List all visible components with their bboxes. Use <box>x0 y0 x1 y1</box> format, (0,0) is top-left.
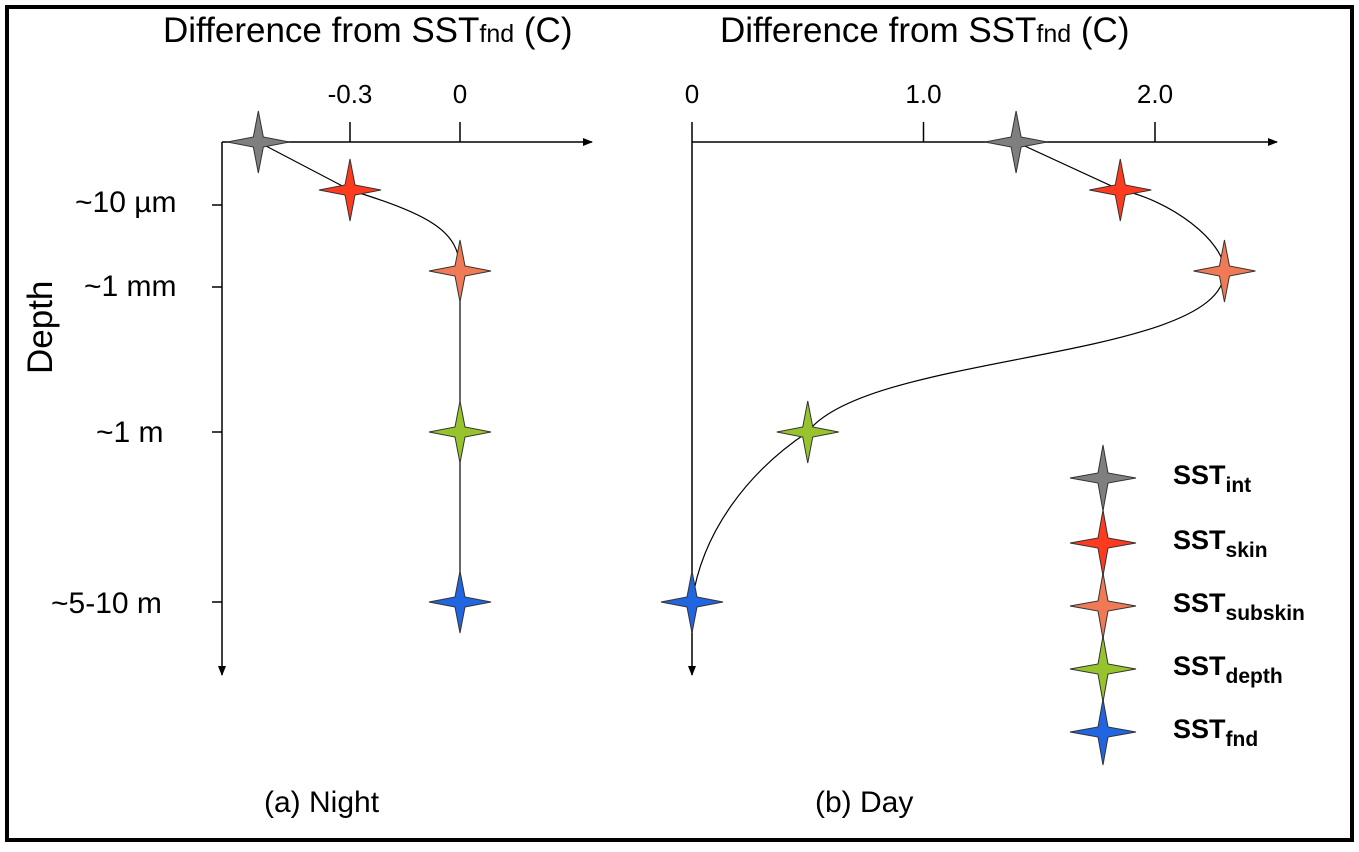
day-marker-subskin <box>1193 239 1256 303</box>
depth-label-5-10m: ~5-10 m <box>51 587 162 620</box>
night-tick-group: -0.3 0 <box>328 79 467 142</box>
night-profile-curve <box>258 141 461 602</box>
day-x-tick-label: 2.0 <box>1137 79 1173 109</box>
legend-star-depth-icon <box>1069 635 1137 703</box>
legend-label-skin: SSTskin <box>1173 525 1268 562</box>
night-marker-depth <box>428 400 492 464</box>
depth-label-1m: ~1 m <box>96 416 164 449</box>
day-caption: (b) Day <box>815 786 913 819</box>
night-x-tick-label: -0.3 <box>328 79 373 109</box>
depth-label-1mm: ~1 mm <box>84 270 177 303</box>
legend-star-skin-icon <box>1069 509 1137 577</box>
day-marker-fnd <box>660 570 724 634</box>
night-x-tick-label: 0 <box>453 79 467 109</box>
day-x-axis-title: Difference from SSTfnd (C) <box>720 11 1129 50</box>
night-marker-skin <box>318 158 382 222</box>
figure-border <box>5 5 1354 842</box>
night-markers <box>227 110 492 634</box>
legend-label-depth: SSTdepth <box>1173 651 1283 688</box>
day-x-tick-label: 0 <box>685 79 699 109</box>
depth-label-10um: ~10 µm <box>75 186 177 219</box>
day-marker-int <box>985 110 1048 174</box>
day-x-tick-label: 1.0 <box>905 79 941 109</box>
day-marker-skin <box>1089 158 1152 222</box>
day-profile-curve <box>691 141 1226 603</box>
night-marker-int <box>227 110 290 174</box>
day-marker-depth <box>776 400 839 464</box>
legend: SSTint SSTskin SSTsubskin SSTdepth SSTfnd <box>1069 444 1305 766</box>
legend-star-subskin-icon <box>1069 572 1137 640</box>
night-marker-subskin <box>428 239 492 303</box>
day-markers <box>660 110 1256 634</box>
night-x-axis-title: Difference from SSTfnd (C) <box>163 11 572 50</box>
legend-label-int: SSTint <box>1173 460 1251 497</box>
night-caption: (a) Night <box>264 786 380 819</box>
depth-axis-title: Depth <box>21 281 60 374</box>
legend-star-fnd-icon <box>1069 698 1137 766</box>
legend-label-fnd: SSTfnd <box>1173 714 1258 751</box>
legend-star-int-icon <box>1069 444 1137 512</box>
legend-label-subskin: SSTsubskin <box>1173 588 1305 625</box>
night-marker-fnd <box>428 570 492 634</box>
day-tick-group: 0 1.0 2.0 <box>685 79 1173 142</box>
